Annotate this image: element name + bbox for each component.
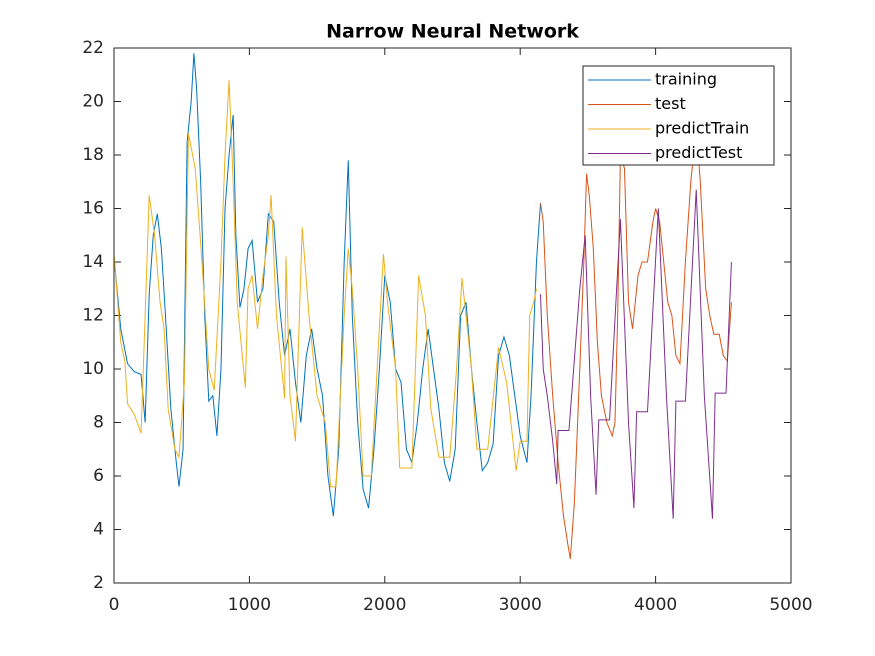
x-tick-label: 1000 (228, 595, 271, 615)
y-tick-label: 4 (93, 520, 104, 540)
x-tick-label: 0 (109, 595, 120, 615)
axes-box (113, 47, 792, 584)
legend-label: test (655, 94, 686, 113)
y-tick-label: 8 (93, 413, 104, 433)
x-tick-label: 5000 (769, 595, 812, 615)
y-tick-label: 14 (82, 252, 104, 272)
y-tick-label: 18 (82, 145, 104, 165)
chart-title: Narrow Neural Network (326, 21, 579, 43)
y-tick-label: 6 (93, 466, 104, 486)
x-tick-label: 2000 (363, 595, 406, 615)
series-line (540, 189, 732, 519)
y-tick-label: 10 (82, 359, 104, 379)
x-tick-label: 4000 (634, 595, 677, 615)
legend-box (582, 65, 775, 166)
y-tick-label: 20 (82, 92, 104, 112)
legend-label: predictTrain (655, 119, 749, 138)
legend-label: predictTest (655, 143, 742, 162)
series-line (113, 53, 542, 517)
series-line (113, 80, 537, 488)
x-tick-label: 3000 (499, 595, 542, 615)
y-tick-label: 16 (82, 199, 104, 219)
y-tick-label: 22 (82, 38, 104, 58)
legend-label: training (655, 70, 717, 89)
y-tick-label: 2 (93, 573, 104, 593)
y-tick-label: 12 (82, 306, 104, 326)
